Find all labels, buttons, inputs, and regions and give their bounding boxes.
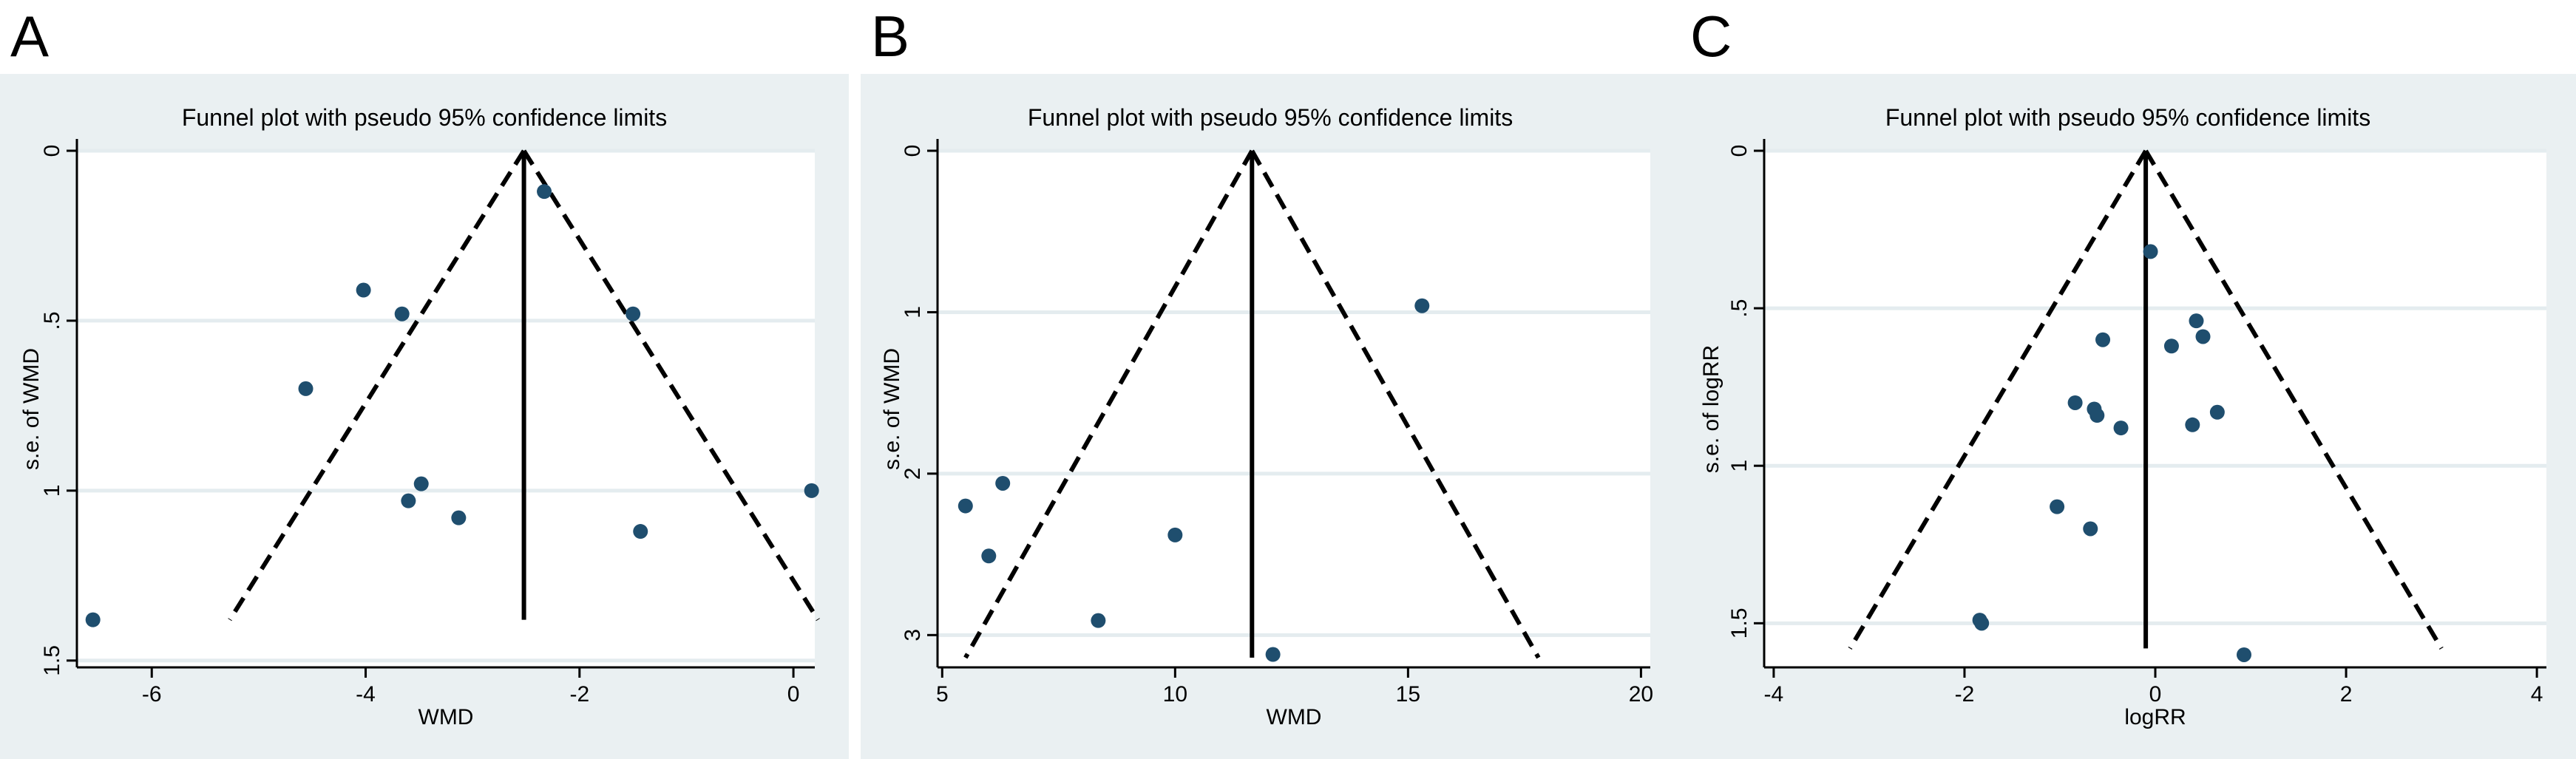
study-point — [957, 498, 973, 514]
y-tick-label: 3 — [901, 629, 925, 641]
panel-letter: A — [10, 4, 50, 69]
study-point — [2050, 499, 2065, 514]
y-axis-label: s.e. of WMD — [880, 348, 904, 470]
study-point — [2209, 404, 2225, 420]
study-point — [2236, 647, 2251, 662]
x-tick-label: 2 — [2340, 682, 2353, 707]
y-axis-label: s.e. of logRR — [1699, 345, 1723, 473]
study-point — [1167, 527, 1183, 542]
panel-c: C -4 -2 0 2 4 0 .5 1 1.5 Funnel plot with pseudo … — [1680, 0, 2576, 759]
study-point — [2095, 332, 2111, 347]
x-tick-label: 15 — [1396, 682, 1420, 707]
x-tick-label: 20 — [1629, 682, 1653, 707]
study-point — [2083, 521, 2098, 537]
x-tick-label: 5 — [936, 682, 949, 707]
funnel-left-limit — [228, 149, 526, 622]
y-tick-label: 0 — [40, 145, 64, 157]
x-tick-label: 10 — [1163, 682, 1187, 707]
study-point — [356, 282, 371, 298]
funnel-left-limit — [1848, 149, 2148, 650]
panel-letter: B — [871, 4, 910, 69]
plot-area — [1764, 151, 2546, 667]
chart-title: Funnel plot with pseudo 95% confidence l… — [1028, 104, 1513, 131]
panel-a: A -6 -4 -2 0 0 .5 1 1.5 Funnel plot with pseudo … — [0, 0, 849, 759]
funnel-left-limit — [963, 149, 1254, 659]
study-point — [1974, 616, 1990, 631]
funnel-right-limit — [522, 149, 820, 622]
study-point — [633, 524, 648, 540]
study-point — [2143, 244, 2158, 259]
x-tick-label: -2 — [569, 682, 589, 707]
x-tick-label: -6 — [142, 682, 162, 707]
funnel-right-limit — [2143, 149, 2444, 650]
chart-title: Funnel plot with pseudo 95% confidence l… — [182, 104, 667, 131]
study-point — [626, 306, 641, 321]
study-point — [537, 184, 552, 200]
y-tick-label: 1.5 — [40, 645, 64, 676]
study-point — [981, 548, 997, 564]
x-tick-label: 0 — [2149, 682, 2162, 707]
study-point — [804, 483, 819, 498]
study-point — [995, 475, 1011, 491]
y-tick-label: 0 — [1727, 145, 1752, 157]
study-point — [1091, 613, 1106, 628]
study-point — [451, 510, 467, 525]
x-tick-label: -4 — [356, 682, 376, 707]
x-axis-label: WMD — [1267, 705, 1322, 729]
study-point — [2189, 313, 2204, 329]
study-point — [2067, 395, 2083, 410]
study-point — [394, 306, 410, 321]
y-tick-label: .5 — [40, 311, 64, 330]
y-tick-label: 2 — [901, 468, 925, 480]
y-tick-label: .5 — [1727, 299, 1752, 318]
x-tick-label: 4 — [2531, 682, 2543, 707]
study-point — [2089, 408, 2105, 423]
y-axis-label: s.e. of WMD — [19, 348, 44, 470]
study-point — [2195, 329, 2211, 344]
x-tick-label: 0 — [787, 682, 800, 707]
funnel-plot-c: -4 -2 0 2 4 0 .5 1 1.5 Funnel plot with pseudo 95… — [1699, 104, 2546, 729]
study-point — [413, 476, 429, 491]
study-point — [1265, 647, 1281, 662]
study-point — [298, 381, 313, 396]
y-tick-label: 1 — [1727, 460, 1752, 472]
funnel-plot-b: 5 10 15 20 0 1 2 3 Funnel plot with pseudo 95% c… — [880, 104, 1653, 729]
y-tick-label: 1.5 — [1727, 607, 1752, 639]
panel-b: B 5 10 15 20 0 1 2 3 Funnel plot with pseudo 95%… — [861, 0, 1680, 759]
study-point — [1414, 298, 1430, 313]
study-point — [2185, 417, 2200, 432]
study-point — [2113, 421, 2129, 436]
y-tick-label: 1 — [40, 485, 64, 497]
chart-title: Funnel plot with pseudo 95% confidence l… — [1885, 104, 2370, 131]
panel-letter: C — [1690, 4, 1732, 69]
x-axis-label: logRR — [2124, 705, 2186, 729]
funnel-right-limit — [1250, 149, 1541, 659]
y-tick-label: 0 — [901, 145, 925, 157]
plot-area — [77, 151, 815, 667]
x-tick-label: -2 — [1955, 682, 1975, 707]
funnel-plot-a: -6 -4 -2 0 0 .5 1 1.5 Funnel plot with pseudo 95… — [19, 104, 820, 729]
y-tick-label: 1 — [901, 306, 925, 319]
x-tick-label: -4 — [1764, 682, 1784, 707]
study-point — [401, 493, 416, 508]
x-axis-label: WMD — [418, 705, 474, 729]
study-point — [2163, 338, 2179, 354]
plot-area — [938, 151, 1650, 667]
study-point — [85, 612, 101, 627]
